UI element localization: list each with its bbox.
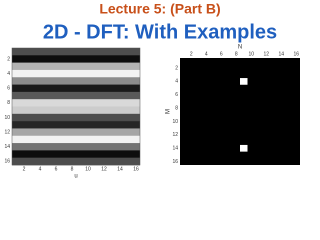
stripe [12,135,140,144]
y-tick-label: 4 [7,71,10,77]
stripe [12,113,140,122]
stripe [12,48,140,56]
right-image: 2 4 6 8 10 12 14 16 2 4 6 8 10 12 14 16 N M [166,45,300,165]
y-tick-label: 6 [175,92,178,98]
x-tick-label: 2 [23,166,26,172]
x-tick-label: 16 [133,166,139,172]
x-tick-label: 14 [117,166,123,172]
stripe [12,91,140,100]
stripe [12,150,140,158]
x-tick-label: 6 [55,166,58,172]
stripe [12,77,140,85]
y-tick-label: 16 [172,159,178,165]
stripe [12,128,140,137]
x-tick-label: 2 [190,51,193,57]
x-tick-label: 12 [101,166,107,172]
x-tick-label: 8 [235,51,238,57]
x-tick-label: 4 [39,166,42,172]
stripe [12,55,140,63]
stripe [12,157,140,166]
stripe [12,143,140,151]
x-axis-label: u [74,174,77,180]
y-tick-label: 2 [7,56,10,62]
stripe [12,99,140,107]
y-tick-label: 14 [4,144,10,150]
frame [11,47,141,166]
y-tick-label: 8 [175,105,178,111]
y-tick-label: 10 [172,119,178,125]
y-tick-label: 2 [175,65,178,71]
x-tick-label: 8 [71,166,74,172]
x-tick-label: 16 [293,51,299,57]
stripe [12,69,140,78]
x-tick-label: 12 [263,51,269,57]
bright-cell [240,78,248,85]
left-image: 2 4 6 8 10 12 14 16 2 4 6 8 10 12 14 16 u [4,47,141,180]
slide-title: Lecture 5: (Part B) [99,1,220,17]
y-tick-label: 4 [175,79,178,85]
x-tick-label: 10 [85,166,91,172]
stripe [12,121,140,129]
x-tick-label: 6 [220,51,223,57]
y-axis-label: M [166,109,172,114]
page: {"header": {"title": "Lecture 5: (Part B… [4,0,300,180]
y-tick-label: 14 [172,146,178,152]
slide: Lecture 5: (Part B) 2D - DFT: With Examp… [4,0,300,180]
y-tick-label: 12 [172,132,178,138]
y-tick-label: 6 [7,86,10,92]
y-tick-label: 16 [4,159,10,165]
stripe [12,62,140,71]
x-axis-label: N [238,45,242,51]
y-tick-label: 8 [7,100,10,106]
stripe [12,106,140,115]
y-tick-label: 10 [4,115,10,121]
bright-cell [240,144,248,152]
x-tick-label: 14 [278,51,284,57]
slide-subtitle: 2D - DFT: With Examples [43,21,277,43]
x-tick-label: 10 [248,51,254,57]
stripe [12,84,140,93]
x-tick-label: 4 [205,51,208,57]
y-tick-label: 12 [4,129,10,135]
